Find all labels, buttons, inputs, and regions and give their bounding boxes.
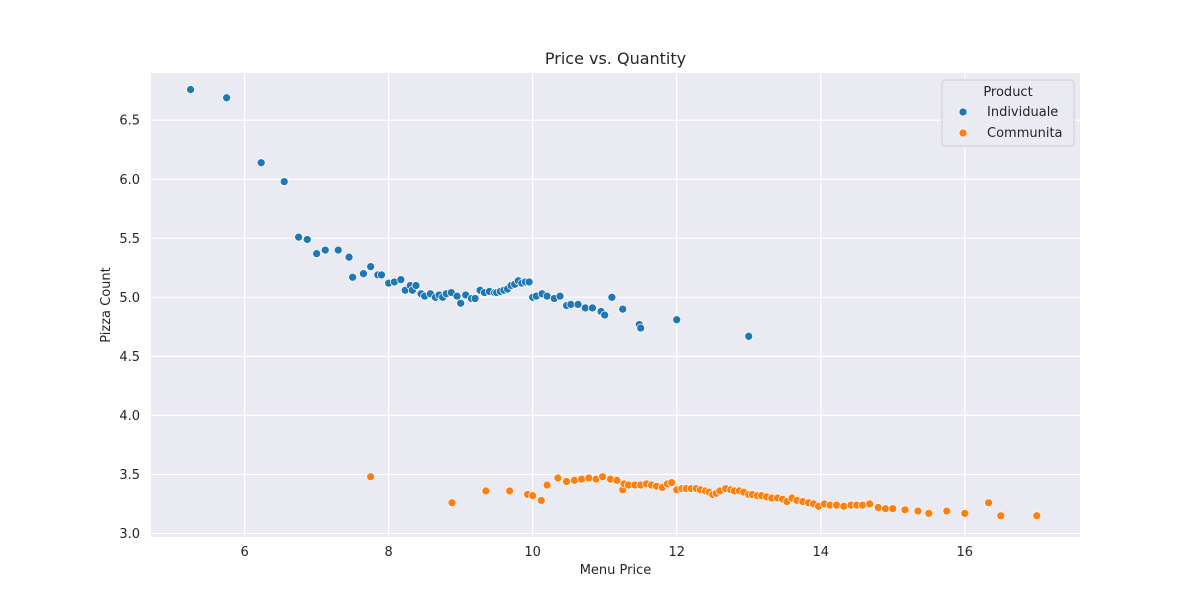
x-gridlines [244,73,966,537]
point-individuale [542,291,552,301]
point-individuale [186,85,195,94]
point-individuale [396,275,406,284]
legend-marker-individuale [958,107,968,117]
point-communita [667,478,677,488]
point-communita [960,509,970,518]
point-communita [1032,511,1042,521]
point-communita [528,491,538,501]
point-individuale [279,177,289,186]
point-individuale [333,245,343,255]
y-tick-labels: 3.0 3.5 4.0 4.5 5.0 5.5 6.0 6.5 [119,114,140,542]
point-communita [584,473,594,483]
point-communita [570,475,579,485]
point-communita [536,496,546,505]
point-individuale [456,298,466,308]
point-communita [858,500,867,510]
point-communita [577,474,587,484]
x-tick-label: 8 [385,545,393,560]
point-communita [888,504,898,514]
point-individuale [411,281,421,290]
point-communita [984,498,993,508]
point-individuale [607,292,617,302]
point-communita [865,499,875,509]
point-individuale [302,235,312,244]
y-tick-label: 3.5 [119,468,140,483]
point-individuale [344,252,354,262]
point-individuale [256,158,266,168]
point-communita [562,477,571,486]
point-individuale [672,315,682,325]
point-individuale [566,300,576,309]
point-communita [542,480,552,490]
point-individuale [470,294,480,303]
x-tick-labels: 6 8 10 12 14 16 [240,545,973,560]
point-individuale [359,269,368,279]
point-communita [996,511,1006,521]
x-tick-label: 12 [668,545,685,560]
point-individuale [452,291,462,301]
y-tick-label: 6.0 [119,173,140,188]
legend: Product Individuale Communita [941,79,1075,147]
legend-label-communita: Communita [987,126,1063,141]
point-individuale [618,304,628,314]
point-communita [612,475,622,485]
point-individuale [636,323,646,333]
x-tick-label: 10 [524,545,541,560]
y-tick-label: 6.5 [119,114,140,129]
point-communita [598,472,607,482]
point-individuale [600,310,610,320]
y-axis-label: Pizza Count [99,267,114,343]
point-communita [881,504,890,514]
chart-title: Price vs. Quantity [545,49,686,68]
point-communita [447,498,457,508]
x-tick-label: 16 [957,545,974,560]
plot-background [151,73,1080,537]
point-individuale [348,272,357,282]
x-tick-label: 14 [812,545,829,560]
point-individuale [312,249,321,258]
y-tick-label: 3.0 [119,527,140,542]
point-individuale [555,291,565,301]
point-individuale [744,331,754,341]
point-individuale [222,93,231,103]
legend-title: Product [983,85,1032,100]
data-points [186,85,1042,521]
point-individuale [580,303,590,313]
point-individuale [588,303,597,313]
point-communita [481,486,491,496]
x-tick-label: 6 [240,545,248,560]
legend-label-individuale: Individuale [987,105,1058,120]
point-communita [874,503,883,512]
point-individuale [294,232,303,242]
point-communita [366,472,375,482]
y-tick-label: 4.5 [119,350,140,365]
point-individuale [524,277,534,287]
x-axis-label: Menu Price [580,563,652,578]
legend-box [941,79,1075,147]
point-individuale [320,245,330,255]
point-communita [900,505,910,515]
point-communita [913,506,923,516]
legend-marker-communita [958,128,968,138]
point-individuale [366,262,375,271]
point-communita [924,509,934,518]
point-communita [839,501,849,511]
point-communita [832,500,841,510]
y-tick-label: 5.0 [119,291,140,306]
point-individuale [377,270,386,280]
point-communita [942,506,952,516]
y-tick-label: 4.0 [119,409,140,424]
y-tick-label: 5.5 [119,232,140,247]
point-individuale [573,300,583,309]
point-communita [505,486,514,496]
point-communita [553,473,563,483]
